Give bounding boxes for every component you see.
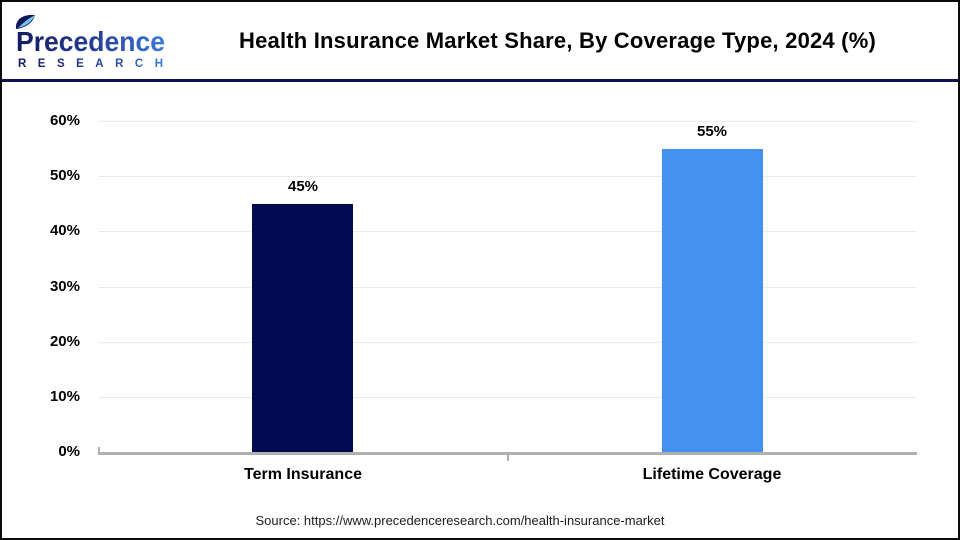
bar-value-label: 55% [696, 123, 728, 140]
gridline [98, 121, 917, 122]
category-label: Term Insurance [244, 466, 362, 483]
leaf-icon [15, 14, 35, 29]
bar-term-insurance [252, 204, 353, 452]
gridline [98, 287, 917, 288]
gridline [98, 231, 917, 232]
category-label: Lifetime Coverage [642, 466, 782, 483]
x-axis-line [98, 452, 917, 455]
logo-research-text: RESEARCH [18, 58, 163, 69]
precedence-research-logo: Precedence RESEARCH [15, 14, 165, 69]
ytick-label: 60% [49, 112, 80, 129]
x-axis-center-tick [507, 455, 509, 461]
bar-value-label: 45% [287, 178, 319, 195]
ytick-label: 10% [49, 388, 80, 405]
page-title: Health Insurance Market Share, By Covera… [238, 27, 876, 53]
ytick-label: 0% [58, 443, 80, 460]
ytick-label: 50% [49, 167, 80, 184]
gridline [98, 176, 917, 177]
ytick-label: 40% [49, 222, 80, 239]
header: Precedence RESEARCH Health Insurance Mar… [2, 2, 958, 82]
logo-brand-text: Precedence [16, 26, 165, 57]
chart-area: 0% 10% 20% 30% 40% 50% 60% 45% Term Insurance 55%… [2, 82, 958, 535]
y-axis-zero-tick [98, 447, 100, 452]
gridline [98, 397, 917, 398]
source-text: Source: https://www.precedenceresearch.c… [255, 513, 665, 528]
title-wrap: Health Insurance Market Share, By Covera… [167, 28, 958, 54]
bar-lifetime-coverage [662, 149, 763, 452]
ytick-label: 30% [49, 278, 80, 295]
gridline [98, 342, 917, 343]
ytick-label: 20% [49, 333, 80, 350]
